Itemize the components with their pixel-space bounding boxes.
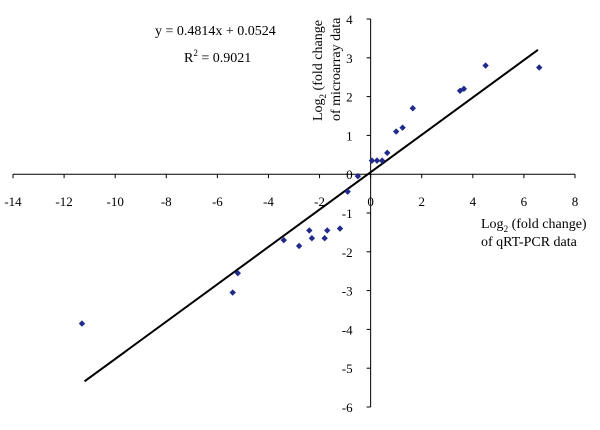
data-point [78, 320, 86, 327]
x-tick-label: -4 [263, 194, 274, 209]
trendline-equation: y = 0.4814x + 0.0524 [155, 24, 276, 39]
trendline [83, 49, 539, 383]
trendline-group [83, 49, 539, 383]
data-point [280, 236, 287, 244]
data-point [392, 128, 400, 135]
x-tick-label: -10 [107, 194, 124, 209]
x-tick-label: 0 [367, 194, 374, 209]
x-tick-label: -2 [314, 194, 325, 209]
svg-text:Log2 (fold change: Log2 (fold change [311, 20, 328, 121]
data-point [308, 235, 316, 242]
x-tick-label: 4 [470, 194, 477, 209]
y-tick-label: -5 [342, 361, 353, 376]
x-tick-label: 2 [418, 194, 425, 209]
data-point [409, 105, 416, 112]
y-tick-label: 3 [346, 51, 353, 66]
data-point [229, 289, 236, 296]
y-tick-label: 0 [346, 167, 353, 182]
y-tick-label: 4 [346, 12, 353, 27]
y-tick-label: -2 [342, 245, 353, 260]
x-axis-label: Log2 (fold change) of qRT-PCR data [481, 217, 587, 250]
y-tick-label: -3 [342, 284, 353, 299]
svg-text:Log2 (fold change): Log2 (fold change) [481, 217, 587, 234]
x-tick-label: -14 [4, 194, 22, 209]
r-squared-label: R2 = 0.9021 [184, 48, 251, 66]
data-point [378, 157, 386, 164]
x-tick-label: 6 [521, 194, 528, 209]
data-point [306, 227, 313, 234]
y-tick-label: -1 [342, 206, 353, 221]
data-point [373, 157, 381, 164]
x-tick-label: -6 [212, 194, 223, 209]
data-point [354, 172, 362, 180]
data-point [536, 64, 543, 71]
data-point [482, 62, 489, 69]
data-point [324, 227, 331, 234]
data-point [321, 235, 328, 242]
data-point [344, 188, 351, 195]
y-axis-label: Log2 (fold change of microarray data [311, 17, 344, 121]
data-point [368, 157, 376, 164]
x-tick-label: -12 [55, 194, 72, 209]
y-tick-labels: -6 -5 -4 -3 -2 -1 0 1 2 3 4 [342, 12, 353, 415]
data-point [336, 225, 344, 232]
data-points [78, 62, 543, 327]
data-point [384, 149, 391, 157]
x-tick-label: -8 [161, 194, 172, 209]
data-point [399, 124, 406, 131]
data-point [460, 85, 468, 93]
data-point [295, 242, 303, 250]
y-tick-label: 2 [346, 90, 353, 105]
data-point [234, 269, 241, 277]
x-tick-label: 8 [572, 194, 579, 209]
x-tick-labels: -14 -12 -10 -8 -6 -4 -2 0 2 4 6 8 [4, 194, 578, 209]
y-tick-label: 1 [346, 128, 353, 143]
y-tick-label: -6 [342, 400, 353, 415]
axes [12, 18, 576, 408]
x-axis-label-line2: of qRT-PCR data [481, 235, 578, 250]
y-axis-label-line2: of microarray data [329, 17, 344, 121]
y-tick-label: -4 [342, 322, 353, 337]
